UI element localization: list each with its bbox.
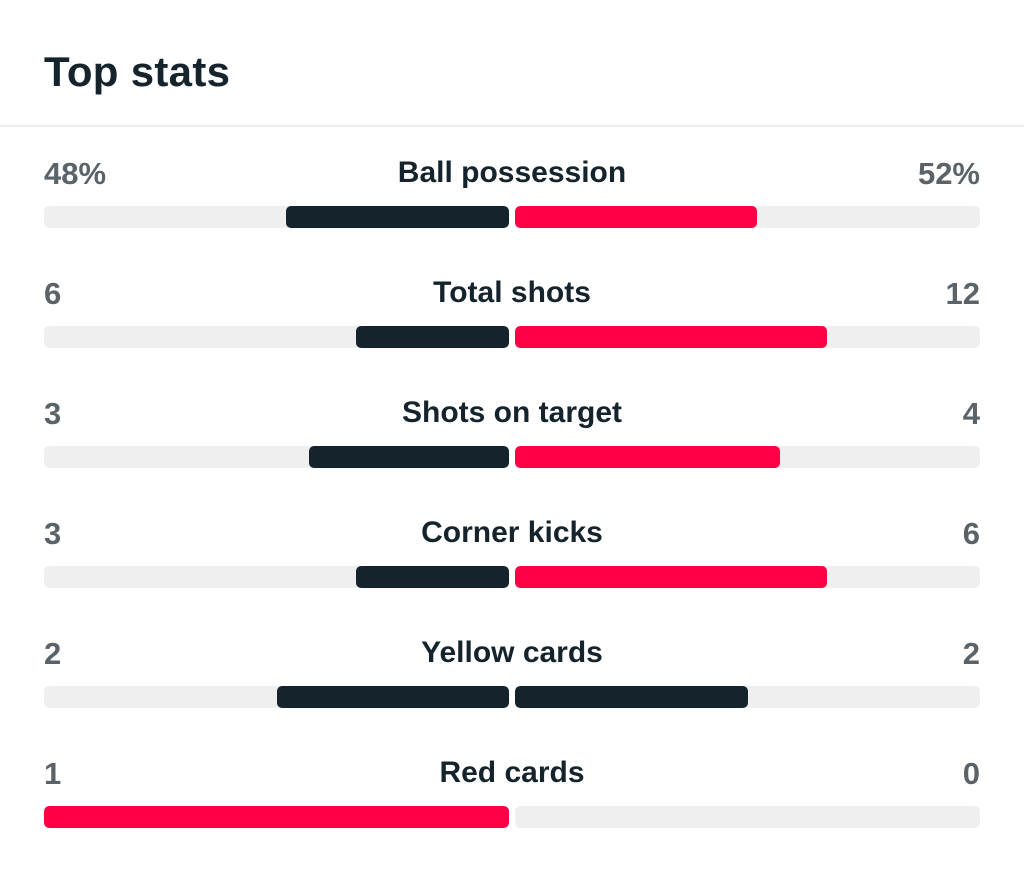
- home-track: [44, 446, 509, 468]
- stat-label: Corner kicks: [421, 516, 603, 549]
- away-value: 0: [962, 756, 980, 791]
- stat-row-total-shots: 6 Total shots 12: [44, 270, 980, 390]
- away-fill: [515, 446, 781, 468]
- stat-label: Red cards: [439, 756, 585, 789]
- home-track: [44, 806, 509, 828]
- away-fill: [515, 686, 748, 708]
- home-fill: [285, 206, 509, 228]
- away-track: [515, 566, 980, 588]
- home-value: 3: [44, 396, 62, 431]
- stat-row-ball-possession: 48% Ball possession 52%: [44, 150, 980, 270]
- stat-label: Total shots: [433, 276, 591, 309]
- home-track: [44, 206, 509, 228]
- away-track: [515, 206, 980, 228]
- away-value: 4: [962, 396, 980, 431]
- stat-row-red-cards: 1 Red cards 0: [44, 750, 980, 870]
- comparison-bar: [44, 446, 980, 468]
- home-fill: [355, 326, 509, 348]
- comparison-bar: [44, 686, 980, 708]
- away-value: 52%: [917, 156, 980, 191]
- away-fill: [515, 206, 757, 228]
- comparison-bar: [44, 326, 980, 348]
- away-track: [515, 686, 980, 708]
- stat-label: Ball possession: [397, 156, 627, 189]
- away-fill: [515, 326, 827, 348]
- away-value: 2: [962, 636, 980, 671]
- away-value: 12: [945, 276, 980, 311]
- home-value: 1: [44, 756, 62, 791]
- stat-label: Shots on target: [401, 396, 622, 429]
- away-fill: [515, 566, 827, 588]
- stat-row-shots-on-target: 3 Shots on target 4: [44, 390, 980, 510]
- away-track: [515, 326, 980, 348]
- home-value: 48%: [44, 156, 107, 191]
- away-track: [515, 806, 980, 828]
- home-fill: [44, 806, 509, 828]
- comparison-bar: [44, 206, 980, 228]
- home-fill: [355, 566, 509, 588]
- home-value: 3: [44, 516, 62, 551]
- stat-row-corner-kicks: 3 Corner kicks 6: [44, 510, 980, 630]
- card-title: Top stats: [44, 48, 231, 95]
- stats-list: 48% Ball possession 52% 6 Total shots 12: [44, 150, 980, 870]
- stat-row-yellow-cards: 2 Yellow cards 2: [44, 630, 980, 750]
- stat-label: Yellow cards: [421, 636, 603, 669]
- comparison-bar: [44, 566, 980, 588]
- away-value: 6: [962, 516, 980, 551]
- home-track: [44, 566, 509, 588]
- home-fill: [276, 686, 509, 708]
- home-track: [44, 686, 509, 708]
- home-track: [44, 326, 509, 348]
- away-track: [515, 446, 980, 468]
- card-header: Top stats: [0, 0, 1024, 127]
- home-fill: [309, 446, 509, 468]
- comparison-bar: [44, 806, 980, 828]
- home-value: 6: [44, 276, 62, 311]
- home-value: 2: [44, 636, 62, 671]
